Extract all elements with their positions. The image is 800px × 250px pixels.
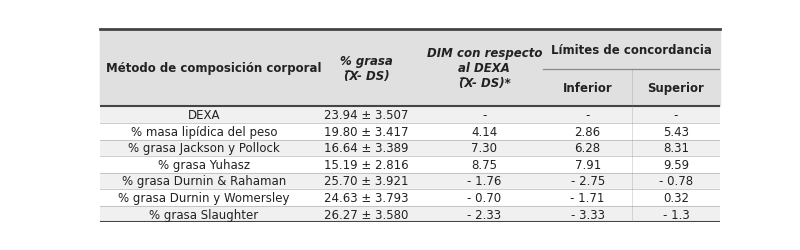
Text: 16.64 ± 3.389: 16.64 ± 3.389 <box>324 142 409 155</box>
Text: 2.86: 2.86 <box>574 125 601 138</box>
Bar <box>100 173 720 190</box>
Text: - 0.70: - 0.70 <box>467 191 502 204</box>
Text: 5.43: 5.43 <box>663 125 689 138</box>
Text: 19.80 ± 3.417: 19.80 ± 3.417 <box>324 125 409 138</box>
Text: Límites de concordancia: Límites de concordancia <box>551 44 712 57</box>
Text: 8.31: 8.31 <box>663 142 689 155</box>
Text: - 1.3: - 1.3 <box>662 208 690 221</box>
Text: 4.14: 4.14 <box>471 125 498 138</box>
Text: - 2.33: - 2.33 <box>467 208 502 221</box>
Bar <box>100 190 720 206</box>
Text: Superior: Superior <box>647 82 705 95</box>
Text: Inferior: Inferior <box>562 82 613 95</box>
Bar <box>100 30 720 107</box>
Text: 24.63 ± 3.793: 24.63 ± 3.793 <box>324 191 409 204</box>
Text: % grasa Durnin y Womersley: % grasa Durnin y Womersley <box>118 191 290 204</box>
Bar <box>100 156 720 173</box>
Text: % grasa Jackson y Pollock: % grasa Jackson y Pollock <box>128 142 280 155</box>
Bar <box>100 124 720 140</box>
Text: -: - <box>674 109 678 122</box>
Text: 0.32: 0.32 <box>663 191 689 204</box>
Text: - 1.76: - 1.76 <box>467 175 502 188</box>
Bar <box>100 140 720 156</box>
Text: % grasa Slaughter: % grasa Slaughter <box>150 208 258 221</box>
Text: - 3.33: - 3.33 <box>570 208 605 221</box>
Text: - 2.75: - 2.75 <box>570 175 605 188</box>
Text: % grasa
(̅X- DS): % grasa (̅X- DS) <box>340 54 393 82</box>
Bar <box>100 107 720 124</box>
Text: DEXA: DEXA <box>188 109 220 122</box>
Text: 25.70 ± 3.921: 25.70 ± 3.921 <box>324 175 409 188</box>
Text: % grasa Durnin & Rahaman: % grasa Durnin & Rahaman <box>122 175 286 188</box>
Text: - 1.71: - 1.71 <box>570 191 605 204</box>
Text: 23.94 ± 3.507: 23.94 ± 3.507 <box>325 109 409 122</box>
Text: % masa lipídica del peso: % masa lipídica del peso <box>130 125 277 138</box>
Text: 8.75: 8.75 <box>471 158 498 171</box>
Text: - 0.78: - 0.78 <box>659 175 693 188</box>
Text: 6.28: 6.28 <box>574 142 601 155</box>
Text: 7.30: 7.30 <box>471 142 498 155</box>
Text: 9.59: 9.59 <box>663 158 689 171</box>
Text: 15.19 ± 2.816: 15.19 ± 2.816 <box>324 158 409 171</box>
Text: DIM con respecto
al DEXA
(̅X- DS)*: DIM con respecto al DEXA (̅X- DS)* <box>426 47 542 90</box>
Text: 7.91: 7.91 <box>574 158 601 171</box>
Text: 26.27 ± 3.580: 26.27 ± 3.580 <box>325 208 409 221</box>
Text: -: - <box>586 109 590 122</box>
Bar <box>100 206 720 222</box>
Text: % grasa Yuhasz: % grasa Yuhasz <box>158 158 250 171</box>
Text: -: - <box>482 109 486 122</box>
Text: Método de composición corporal: Método de composición corporal <box>106 62 322 75</box>
